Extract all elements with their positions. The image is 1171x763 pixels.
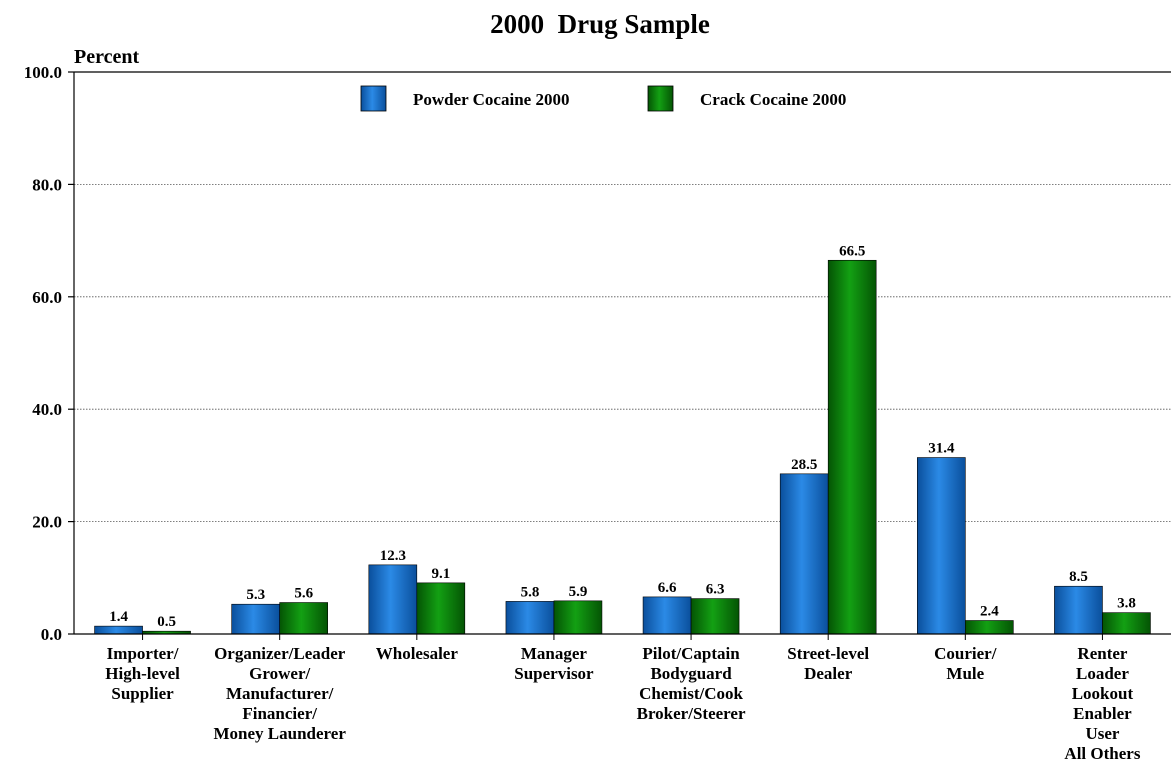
x-tick-label-line: Bodyguard <box>650 664 732 683</box>
legend-label-crack: Crack Cocaine 2000 <box>700 90 846 109</box>
x-tick-label-line: Lookout <box>1072 684 1134 703</box>
x-tick-label-line: Renter <box>1077 644 1127 663</box>
data-label-crack: 3.8 <box>1117 596 1136 612</box>
x-tick-label: Pilot/Captain Bodyguard Chemist/Cook Broker… <box>637 644 746 723</box>
x-tick-label-line: Organizer/Leader <box>214 644 346 663</box>
bar-crack <box>827 259 877 635</box>
bar-powder <box>368 564 418 635</box>
bars <box>94 259 1151 635</box>
x-tick-label-line: All Others <box>1064 744 1140 763</box>
x-tick-label: Wholesaler <box>376 644 459 663</box>
bar-powder <box>505 601 555 635</box>
data-label-powder: 28.5 <box>791 457 817 473</box>
y-tick-label: 60.0 <box>32 288 62 307</box>
y-axis-label: Percent <box>74 46 139 68</box>
bar-crack <box>690 598 740 635</box>
x-axis-ticks: Importer/High-level Supplier Organizer/Lea… <box>105 634 1141 763</box>
bar-powder <box>779 473 829 635</box>
legend: Powder Cocaine 2000 Crack Cocaine 2000 <box>360 85 846 112</box>
data-label-crack: 0.5 <box>157 614 176 630</box>
data-label-powder: 12.3 <box>380 548 406 564</box>
x-tick-label-line: Financier/ <box>242 704 317 723</box>
x-tick-label-line: User <box>1085 724 1119 743</box>
bar-crack <box>416 582 466 635</box>
data-label-powder: 8.5 <box>1069 569 1088 585</box>
bar-powder <box>1054 585 1103 635</box>
data-label-powder: 31.4 <box>928 441 955 457</box>
x-tick-label: Street-level Dealer <box>787 644 869 683</box>
data-label-crack: 5.9 <box>569 584 588 600</box>
y-tick-label: 80.0 <box>32 175 62 194</box>
x-tick-label-line: High-level <box>105 664 180 683</box>
x-tick-label-line: Broker/Steerer <box>637 704 746 723</box>
legend-swatch-crack <box>647 85 674 112</box>
bar-powder <box>642 596 692 635</box>
data-label-powder: 5.8 <box>521 584 540 600</box>
x-tick-label-line: Dealer <box>804 664 853 683</box>
data-labels: 1.4 0.5 5.3 5.6 12.3 9.1 5.8 5.9 6.6 6.3 28.5 66.5 3… <box>109 243 1136 630</box>
bar-crack <box>1102 612 1151 635</box>
x-tick-label-line: Courier/ <box>934 644 997 663</box>
y-axis-ticks: 0.0 20.0 40.0 60.0 80.0 100.0 <box>24 63 74 644</box>
y-tick-label: 100.0 <box>24 63 62 82</box>
bar-powder <box>231 603 280 635</box>
bar-powder <box>917 457 966 635</box>
chart-title: 2000 Drug Sample <box>490 9 710 39</box>
x-tick-label-line: Chemist/Cook <box>639 684 743 703</box>
x-tick-label-line: Manufacturer/ <box>226 684 334 703</box>
bar-powder <box>94 625 143 635</box>
data-label-crack: 6.3 <box>706 582 725 598</box>
x-tick-label-line: Manager <box>521 644 588 663</box>
x-tick-label-line: Importer/ <box>107 644 179 663</box>
y-tick-label: 20.0 <box>32 513 62 532</box>
legend-swatch-powder <box>360 85 387 112</box>
bar-crack <box>553 600 603 635</box>
x-tick-label-line: Enabler <box>1073 704 1132 723</box>
x-tick-label: Courier/Mule <box>934 644 997 683</box>
x-tick-label-line: Street-level <box>787 644 869 663</box>
data-label-powder: 5.3 <box>246 587 265 603</box>
data-label-crack: 9.1 <box>431 566 450 582</box>
data-label-crack: 5.6 <box>294 586 313 602</box>
x-tick-label-line: Grower/ <box>249 664 310 683</box>
x-tick-label: Renter Loader Lookout Enabler User All Others <box>1064 644 1140 763</box>
bar-crack <box>279 602 328 635</box>
y-tick-label: 40.0 <box>32 400 62 419</box>
x-tick-label-line: Money Launderer <box>214 724 347 743</box>
legend-label-powder: Powder Cocaine 2000 <box>413 90 569 109</box>
data-label-powder: 1.4 <box>109 609 128 625</box>
x-tick-label-line: Supplier <box>111 684 174 703</box>
x-tick-label-line: Wholesaler <box>376 644 459 663</box>
data-label-powder: 6.6 <box>658 580 677 596</box>
y-tick-label: 0.0 <box>41 625 62 644</box>
x-tick-label-line: Supervisor <box>514 664 594 683</box>
x-tick-label: Organizer/Leader Grower/Manufacturer/Fina… <box>214 644 347 743</box>
x-tick-label-line: Pilot/Captain <box>642 644 740 663</box>
data-label-crack: 2.4 <box>980 604 999 620</box>
x-tick-label: Importer/High-level Supplier <box>105 644 180 703</box>
x-tick-label-line: Loader <box>1076 664 1129 683</box>
gridlines <box>74 71 1171 522</box>
bar-crack <box>965 620 1014 635</box>
x-tick-label-line: Mule <box>946 664 984 683</box>
data-label-crack: 66.5 <box>839 243 865 259</box>
x-tick-label: Manager Supervisor <box>514 644 594 683</box>
